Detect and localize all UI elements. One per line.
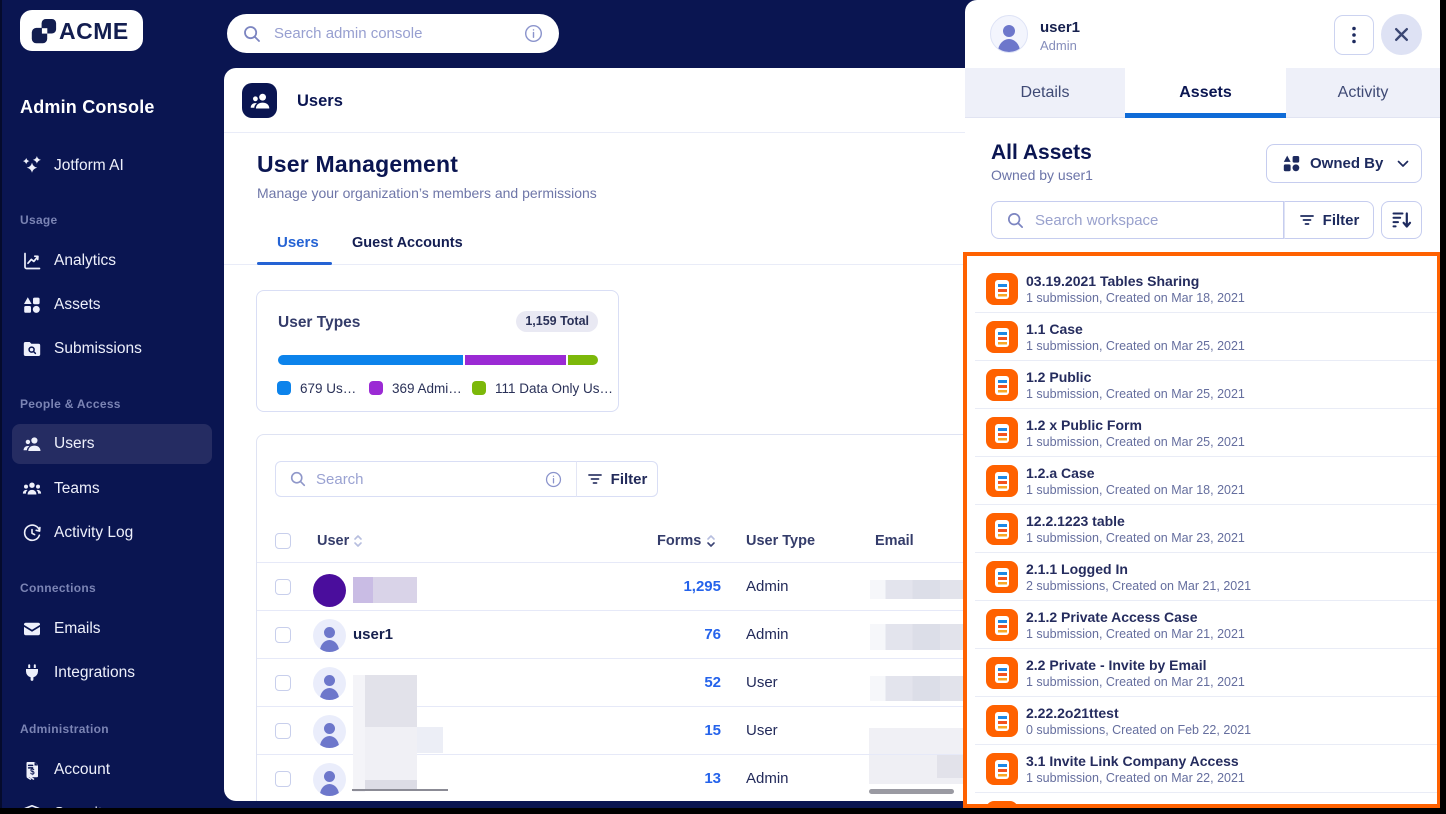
svg-text:$: $ — [30, 768, 35, 777]
svg-text:ACME: ACME — [59, 18, 129, 44]
